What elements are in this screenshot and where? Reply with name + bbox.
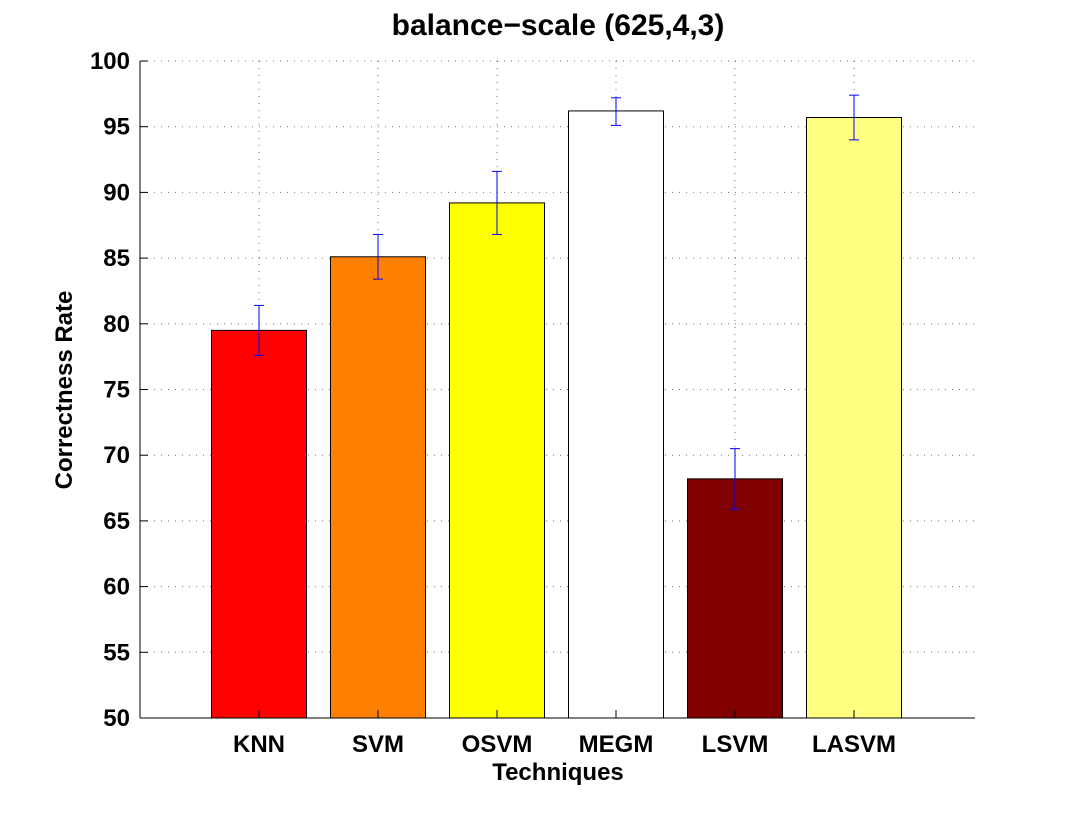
- y-tick-label: 60: [103, 574, 130, 601]
- error-bar-osvm: [492, 170, 502, 235]
- error-bar-svm: [373, 233, 383, 280]
- x-tick-label: OSVM: [462, 731, 533, 758]
- x-ticks: KNN SVM OSVM MEGM LSVM LASVM: [233, 710, 896, 758]
- x-tick-label: LASVM: [812, 731, 896, 758]
- y-tick-label: 100: [90, 48, 130, 75]
- error-bars: [254, 94, 859, 510]
- bar-lsvm: [687, 478, 783, 719]
- bar-lasvm: [806, 117, 902, 719]
- y-tick-label: 95: [103, 114, 130, 141]
- y-tick-label: 65: [103, 508, 130, 535]
- bar-knn: [211, 329, 307, 719]
- x-tick-label: LSVM: [702, 731, 769, 758]
- error-bar-lasvm: [849, 94, 859, 141]
- chart-title: balance−scale (625,4,3): [392, 9, 725, 42]
- y-tick-label: 75: [103, 377, 130, 404]
- bars: [211, 110, 902, 719]
- x-tick-label: KNN: [233, 731, 285, 758]
- y-ticks: 50 55 60 65 70 75 80 85 90 95 100: [90, 48, 148, 732]
- bar-osvm: [449, 202, 545, 719]
- error-bar-lsvm: [730, 448, 740, 510]
- y-tick-label: 85: [103, 245, 130, 272]
- x-tick-label: SVM: [352, 731, 404, 758]
- y-tick-label: 70: [103, 442, 130, 469]
- y-axis-label: Correctness Rate: [51, 291, 78, 490]
- error-bar-megm: [611, 97, 621, 126]
- x-axis-label: Techniques: [492, 759, 624, 786]
- y-tick-label: 90: [103, 179, 130, 206]
- y-tick-label: 50: [103, 705, 130, 732]
- y-tick-label: 55: [103, 639, 130, 666]
- y-tick-label: 80: [103, 311, 130, 338]
- bar-megm: [568, 110, 664, 719]
- error-bar-knn: [254, 304, 264, 356]
- bar-svm: [330, 256, 426, 719]
- x-tick-label: MEGM: [579, 731, 654, 758]
